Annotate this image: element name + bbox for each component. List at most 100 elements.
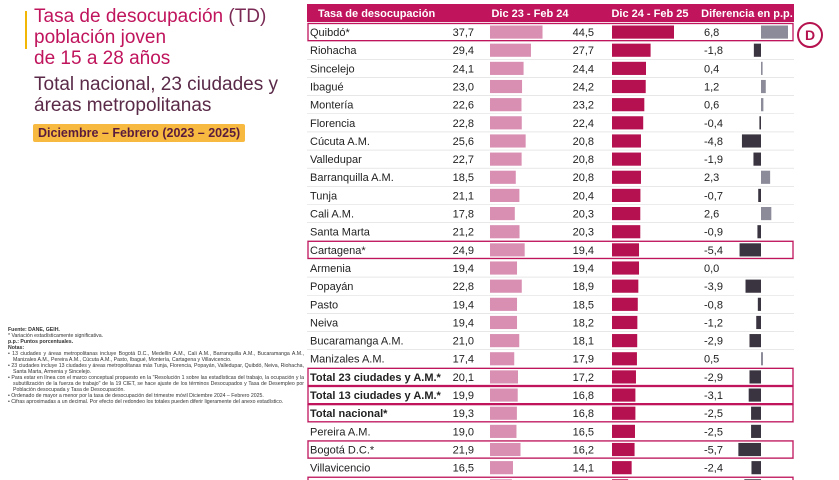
prev-bar [490, 188, 520, 202]
prev-value-label: 24,1 [453, 63, 474, 75]
curr-value-label: 20,3 [573, 227, 594, 239]
curr-value-label: 17,9 [573, 354, 594, 366]
curr-value-label: 24,4 [573, 63, 594, 75]
column-header-diff: Diferencia en p.p. [701, 8, 793, 20]
prev-bar [490, 243, 525, 257]
curr-bar [612, 98, 645, 112]
diff-bar [751, 406, 761, 420]
curr-bar [612, 25, 674, 39]
diff-bar [738, 442, 761, 457]
prev-value-label: 19,4 [453, 317, 474, 329]
prev-bar [490, 261, 518, 275]
curr-bar [612, 424, 635, 438]
curr-bar [612, 152, 641, 166]
curr-bar [612, 315, 638, 330]
diff-value-label: 1,2 [704, 81, 719, 93]
diff-value-label: -0,4 [704, 118, 723, 130]
prev-value-label: 23,0 [453, 81, 474, 93]
diff-bar [761, 61, 763, 75]
row-label: Cartagena* [310, 245, 366, 257]
row-label: Total nacional* [310, 408, 388, 420]
prev-value-label: 21,9 [453, 444, 474, 456]
diff-bar [745, 279, 761, 293]
diff-bar [749, 334, 761, 348]
row-label: Total 13 ciudades y A.M.* [310, 390, 442, 402]
row-label: Montería [310, 100, 354, 112]
curr-bar [612, 243, 640, 257]
curr-value-label: 22,4 [573, 118, 594, 130]
note-item: • 23 ciudades incluye 13 ciudades y área… [8, 363, 304, 375]
curr-value-label: 44,5 [573, 27, 594, 39]
row-label: Valledupar [310, 154, 362, 166]
prev-value-label: 18,5 [453, 172, 474, 184]
row-label: Bogotá D.C.* [310, 444, 375, 456]
title-line3: de 15 a 28 años [34, 48, 171, 69]
significance-highlight-box [307, 367, 794, 387]
row-label: Santa Marta [310, 227, 371, 239]
diff-value-label: 0,0 [704, 263, 719, 275]
curr-value-label: 18,5 [573, 299, 594, 311]
curr-value-label: 27,7 [573, 45, 594, 57]
curr-value-label: 18,2 [573, 317, 594, 329]
prev-value-label: 19,0 [453, 426, 474, 438]
significance-highlight-box [307, 403, 794, 423]
diff-value-label: 0,5 [704, 354, 719, 366]
curr-bar [612, 461, 632, 475]
title-accent-bar [25, 11, 27, 49]
row-label: Ibagué [310, 81, 344, 93]
row-label: Cali A.M. [310, 209, 354, 221]
curr-bar [612, 352, 637, 366]
row-label: Tunja [310, 190, 338, 202]
row-label: Popayán [310, 281, 353, 293]
diff-value-label: -3,9 [704, 281, 723, 293]
curr-bar [612, 334, 638, 348]
curr-bar [612, 279, 639, 293]
column-header-curr: Dic 24 - Feb 25 [611, 8, 688, 20]
diff-value-label: -0,7 [704, 190, 723, 202]
row-label: Barranquilla A.M. [310, 172, 394, 184]
curr-value-label: 20,8 [573, 136, 594, 148]
curr-value-label: 18,9 [573, 281, 594, 293]
diff-value-label: -4,8 [704, 136, 723, 148]
curr-bar [612, 116, 644, 130]
curr-bar [612, 134, 641, 148]
row-label: Quibdó* [310, 27, 350, 39]
prev-value-label: 20,1 [453, 372, 474, 384]
row-label: Bucaramanga A.M. [310, 336, 404, 348]
prev-bar [490, 370, 519, 384]
prev-value-label: 24,9 [453, 245, 474, 257]
significance-highlight-box [307, 476, 794, 480]
curr-bar [612, 388, 636, 402]
row-label: Sincelejo [310, 63, 355, 75]
diff-value-label: -2,9 [704, 336, 723, 348]
curr-bar [612, 43, 651, 57]
diff-value-label: -1,8 [704, 45, 723, 57]
diff-bar [761, 352, 763, 366]
title-line2: población joven [34, 27, 167, 48]
curr-value-label: 18,1 [573, 336, 594, 348]
diff-bar [753, 43, 761, 57]
prev-bar [490, 406, 517, 420]
curr-value-label: 16,8 [573, 390, 594, 402]
curr-bar [612, 297, 638, 311]
diff-bar [741, 134, 761, 148]
prev-bar [490, 352, 515, 366]
prev-value-label: 16,5 [453, 463, 474, 475]
diff-value-label: -0,9 [704, 227, 723, 239]
curr-value-label: 19,4 [573, 263, 594, 275]
prev-bar [490, 279, 522, 293]
prev-value-label: 17,8 [453, 209, 474, 221]
diff-bar [759, 116, 761, 130]
prev-bar [490, 424, 517, 438]
curr-bar [612, 79, 646, 94]
note-item: • Ordenado de mayor a menor por la tasa … [8, 393, 264, 399]
title-line1-plain: (TD) [228, 6, 267, 27]
prev-bar [490, 297, 518, 311]
prev-bar [490, 43, 531, 57]
prev-value-label: 22,8 [453, 118, 474, 130]
row-label: Neiva [310, 317, 339, 329]
column-header-prev: Dic 23 - Feb 24 [491, 8, 569, 20]
curr-value-label: 16,2 [573, 444, 594, 456]
prev-value-label: 21,0 [453, 336, 474, 348]
